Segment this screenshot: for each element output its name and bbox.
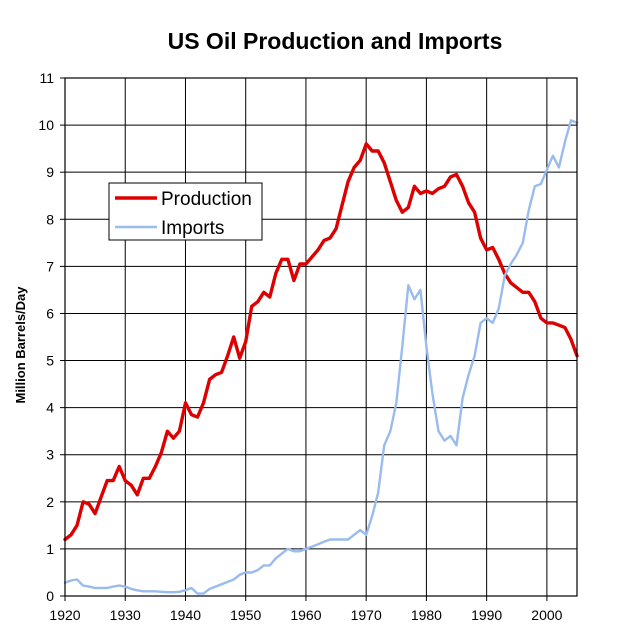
x-tick-label: 1960 [290, 607, 321, 623]
y-tick-label: 7 [46, 258, 54, 274]
legend-label-production: Production [161, 189, 252, 210]
x-tick-label: 1990 [471, 607, 502, 623]
legend-box [108, 182, 263, 241]
y-tick-label: 10 [38, 117, 54, 133]
x-tick-label: 1950 [230, 607, 261, 623]
x-tick-label: 1970 [351, 607, 382, 623]
plot-grid [60, 77, 577, 601]
y-tick-label: 8 [46, 211, 54, 227]
y-tick-label: 9 [46, 164, 54, 180]
tick-labels: 0 1 2 3 4 5 6 7 8 9 10 11 1920 1930 1940 1950 1960 1970 19… [38, 70, 562, 623]
y-tick-label: 5 [46, 353, 54, 369]
x-tick-label: 1980 [411, 607, 442, 623]
y-tick-label: 1 [46, 541, 54, 557]
y-tick-label: 0 [46, 588, 54, 604]
x-tick-label: 1930 [110, 607, 141, 623]
x-tick-label: 1920 [49, 607, 80, 623]
legend-label-imports: Imports [161, 218, 224, 239]
y-tick-label: 6 [46, 305, 54, 321]
y-tick-label: 2 [46, 494, 54, 510]
series-line-production [63, 142, 579, 542]
y-axis-label: Million Barrels/Day [13, 286, 28, 404]
y-tick-label: 11 [39, 70, 54, 86]
x-tick-label: 1940 [170, 607, 201, 623]
chart-title: US Oil Production and Imports [168, 28, 503, 54]
legend: Production Imports [108, 182, 263, 241]
y-tick-label: 3 [46, 447, 54, 463]
series-line-imports [63, 119, 579, 595]
y-tick-label: 4 [46, 400, 54, 416]
x-tick-label: 2000 [531, 607, 562, 623]
plot-frame [64, 77, 578, 597]
plot-series [63, 119, 579, 595]
